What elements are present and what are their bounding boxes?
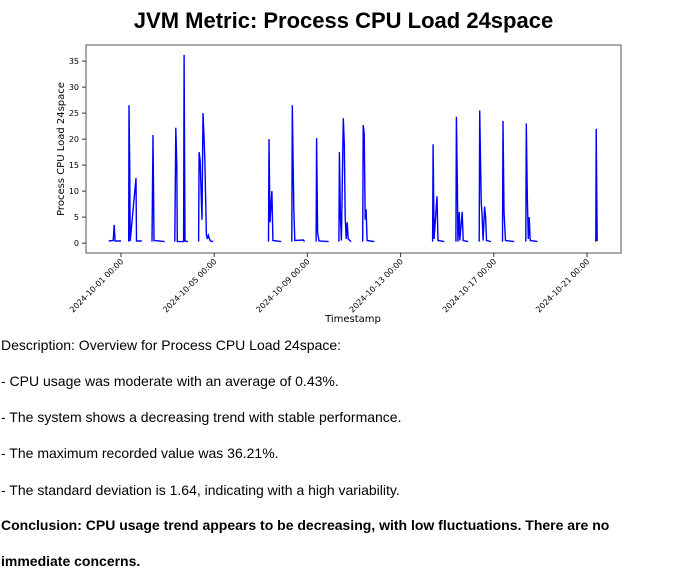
y-tick-label: 0 (74, 239, 79, 248)
series-segment (338, 118, 352, 243)
series-segment (197, 113, 214, 243)
y-tick-label: 25 (69, 109, 79, 118)
series-segment (478, 110, 492, 243)
x-tick-label: 2024-10-09 00:00 (254, 257, 311, 314)
description-point: - The standard deviation is 1.64, indica… (1, 482, 400, 498)
series-segment (267, 139, 282, 243)
series-segment (315, 138, 329, 243)
description-point: - The maximum recorded value was 36.21%. (1, 445, 279, 461)
series-segment (431, 144, 445, 243)
y-axis: 0 5 10 15 20 25 30 35 (69, 57, 86, 248)
series-segment (151, 134, 165, 243)
x-tick-label: 2024-10-21 00:00 (534, 257, 591, 314)
x-tick-label: 2024-10-05 00:00 (161, 257, 218, 314)
y-tick-label: 5 (74, 213, 79, 222)
x-tick-label: 2024-10-13 00:00 (348, 257, 405, 314)
series-segment (362, 125, 375, 243)
series-segment (127, 105, 142, 242)
y-axis-label: Process CPU Load 24space (56, 82, 67, 216)
y-tick-label: 20 (69, 135, 79, 144)
series-segment (501, 120, 515, 243)
x-tick-label: 2024-10-17 00:00 (441, 257, 498, 314)
x-axis: 2024-10-01 00:00 2024-10-05 00:00 2024-10-… (68, 253, 591, 314)
series-segment (595, 128, 598, 242)
description-point: - CPU usage was moderate with an average… (1, 373, 339, 389)
series-segment (108, 224, 121, 242)
x-axis-label: Timestamp (324, 314, 381, 325)
description-intro: Description: Overview for Process CPU Lo… (1, 337, 342, 353)
description-point: - The system shows a decreasing trend wi… (1, 409, 402, 425)
y-tick-label: 15 (69, 161, 79, 170)
chart-title: JVM Metric: Process CPU Load 24space (133, 8, 554, 33)
plot-frame (85, 44, 622, 254)
x-tick-label: 2024-10-01 00:00 (68, 257, 125, 314)
series-segment (525, 123, 538, 243)
conclusion: Conclusion: CPU usage trend appears to b… (1, 517, 610, 533)
series-segment (455, 116, 469, 243)
y-tick-label: 35 (69, 57, 79, 66)
y-tick-label: 10 (69, 187, 79, 196)
series-segment (291, 105, 306, 242)
conclusion-continued: immediate concerns. (1, 553, 141, 569)
series-segment (174, 54, 189, 243)
y-tick-label: 30 (69, 83, 79, 92)
series-lines (108, 54, 598, 243)
